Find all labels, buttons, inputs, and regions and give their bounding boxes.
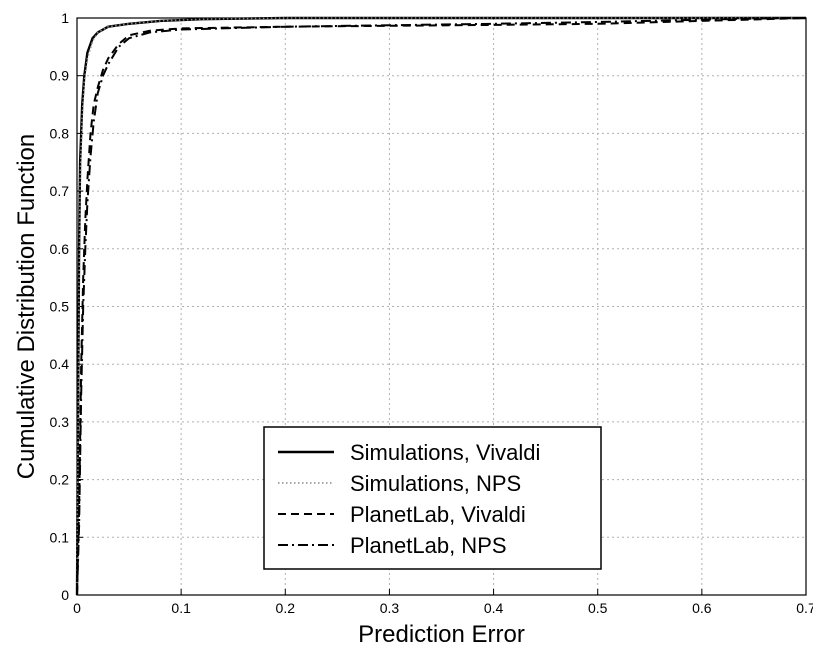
axis-ticks: 0 0.1 0.2 0.3 0.4 0.5 0.6 0.7 0 0.1 0.2 0.3 0.4 0.5 0.…: [50, 10, 813, 616]
series-lines: [75, 16, 807, 596]
y-tick-label: 0.1: [50, 529, 70, 545]
legend-label: Simulations, NPS: [350, 471, 521, 496]
x-axis-label: Prediction Error: [358, 621, 525, 645]
x-tick-label: 0.2: [276, 600, 296, 616]
y-tick-label: 0.5: [50, 299, 70, 315]
x-tick-label: 0.7: [796, 600, 813, 616]
y-tick-label: 1: [61, 10, 69, 26]
y-axis-label: Cumulative Distribution Function: [13, 134, 40, 479]
y-tick-label: 0.2: [50, 472, 70, 488]
series-line-3: [76, 17, 807, 596]
legend-label: PlanetLab, NPS: [350, 533, 507, 558]
y-tick-label: 0.9: [50, 68, 70, 84]
x-tick-label: 0.3: [380, 600, 400, 616]
legend: Simulations, Vivaldi Simulations, NPS Plan…: [263, 426, 602, 570]
y-tick-label: 0: [61, 587, 69, 603]
series-line-4: [76, 17, 806, 596]
y-tick-label: 0.7: [50, 183, 70, 199]
x-tick-label: 0.6: [692, 600, 712, 616]
legend-label: Simulations, Vivaldi: [350, 440, 540, 465]
legend-label: PlanetLab, Vivaldi: [350, 502, 526, 527]
y-tick-label: 0.4: [50, 356, 70, 372]
series-line-2: [76, 17, 806, 596]
y-tick-label: 0.3: [50, 414, 70, 430]
y-tick-label: 0.6: [50, 241, 70, 257]
x-tick-label: 0.4: [484, 600, 504, 616]
x-tick-label: 0.1: [171, 600, 191, 616]
x-tick-label: 0: [73, 600, 81, 616]
y-tick-label: 0.8: [50, 125, 70, 141]
x-tick-label: 0.5: [588, 600, 608, 616]
